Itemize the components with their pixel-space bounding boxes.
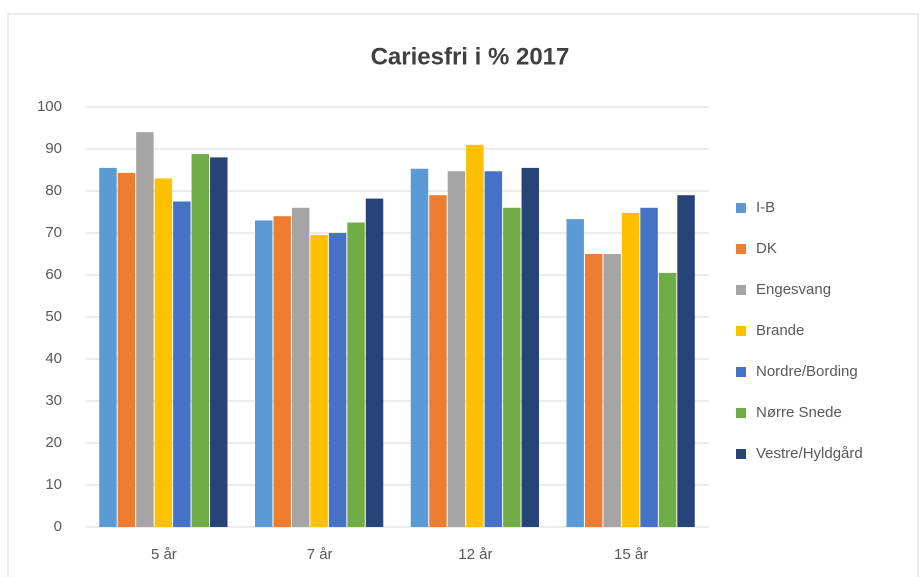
legend-label: I-B <box>756 199 775 216</box>
bar <box>365 198 384 527</box>
y-tick-label: 60 <box>45 266 62 283</box>
bar <box>603 254 621 527</box>
bar <box>503 207 521 528</box>
legend-label: DK <box>756 240 777 257</box>
x-tick-label: 5 år <box>151 546 177 563</box>
bar <box>291 207 310 528</box>
bar <box>173 201 191 527</box>
bar <box>447 171 466 527</box>
legend-label: Engesvang <box>756 281 831 298</box>
bar <box>677 195 695 527</box>
bar <box>154 178 173 527</box>
bar <box>254 220 273 527</box>
legend-swatch <box>736 203 746 213</box>
bar <box>429 195 447 527</box>
bar <box>136 132 154 527</box>
bar <box>191 154 210 528</box>
bar <box>273 216 291 527</box>
legend-swatch <box>736 367 746 377</box>
y-tick-label: 50 <box>45 308 62 325</box>
legend-label: Nordre/Bording <box>756 363 858 380</box>
bar <box>466 144 484 528</box>
y-tick-label: 90 <box>45 140 62 157</box>
legend-swatch <box>736 244 746 254</box>
y-tick-label: 70 <box>45 224 62 241</box>
legend-swatch <box>736 326 746 336</box>
bar <box>410 168 429 528</box>
bar <box>328 233 347 527</box>
chart-title: Cariesfri i % 2017 <box>371 43 570 70</box>
y-tick-label: 100 <box>37 98 62 115</box>
bar <box>117 172 136 527</box>
legend-swatch <box>736 408 746 418</box>
bar <box>347 222 365 527</box>
bar <box>484 171 503 527</box>
bar <box>521 167 540 527</box>
x-tick-label: 12 år <box>458 546 492 563</box>
x-tick-label: 15 år <box>614 546 648 563</box>
bar <box>658 272 677 527</box>
bar <box>584 254 603 527</box>
x-tick-label: 7 år <box>307 546 333 563</box>
y-tick-label: 80 <box>45 182 62 199</box>
legend-swatch <box>736 449 746 459</box>
y-tick-label: 20 <box>45 434 62 451</box>
y-tick-label: 0 <box>54 518 62 535</box>
legend-label: Nørre Snede <box>756 404 842 421</box>
bar <box>210 157 228 527</box>
bar <box>621 212 640 527</box>
bar <box>566 219 584 527</box>
legend-swatch <box>736 285 746 295</box>
bar <box>640 207 658 528</box>
bar <box>99 167 117 527</box>
bar <box>310 235 328 527</box>
y-tick-label: 10 <box>45 476 62 493</box>
y-tick-label: 40 <box>45 350 62 367</box>
y-tick-label: 30 <box>45 392 62 409</box>
legend-label: Vestre/Hyldgård <box>756 445 863 462</box>
legend-label: Brande <box>756 322 804 339</box>
